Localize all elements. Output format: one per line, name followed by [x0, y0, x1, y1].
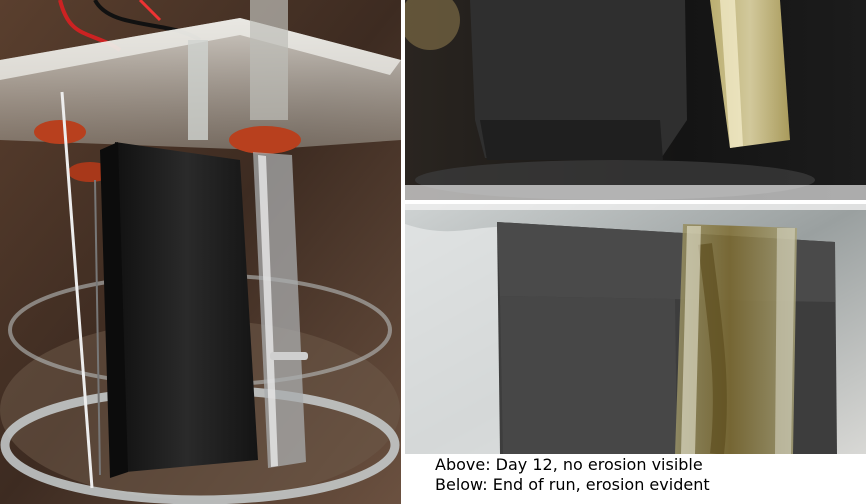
caption: Above: Day 12, no erosion visible Below:…	[435, 455, 855, 501]
day12-closeup-photo	[405, 0, 866, 200]
apparatus-overview-photo	[0, 0, 401, 504]
end-of-run-illustration	[405, 204, 866, 454]
caption-line-above: Above: Day 12, no erosion visible	[435, 455, 703, 474]
caption-line-below: Below: End of run, erosion evident	[435, 475, 710, 494]
apparatus-illustration	[0, 0, 401, 504]
day12-illustration	[405, 0, 866, 200]
end-of-run-closeup-photo	[405, 204, 866, 454]
